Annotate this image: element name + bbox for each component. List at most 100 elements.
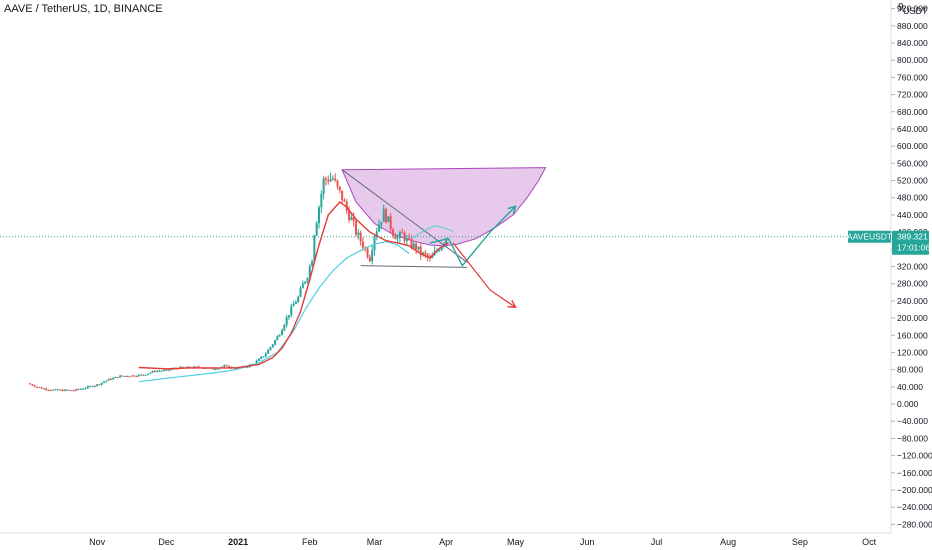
currency-label: USDT xyxy=(903,6,928,16)
candle-body xyxy=(391,229,394,236)
candle-body xyxy=(396,237,399,240)
candle-body xyxy=(327,179,330,182)
price-tick-label: 160.000 xyxy=(897,330,928,340)
countdown-label: 17:01:06 xyxy=(897,243,930,253)
candle-body xyxy=(227,365,230,368)
candle-body xyxy=(431,255,434,259)
candle-body xyxy=(225,365,228,367)
cup-shape xyxy=(341,167,547,247)
candle-body xyxy=(114,376,117,378)
candle-body xyxy=(170,369,173,371)
candle-body xyxy=(385,208,388,223)
candle-body xyxy=(105,380,108,382)
candle-body xyxy=(331,178,334,180)
scale-badge[interactable]: 9 xyxy=(898,2,904,13)
candle-body xyxy=(140,374,143,376)
candle-body xyxy=(387,216,390,223)
price-tick-label: −40.000 xyxy=(897,416,928,426)
candle-body xyxy=(398,232,401,238)
candle-body xyxy=(426,254,429,258)
time-tick-label: Apr xyxy=(439,537,453,547)
projection-down-path xyxy=(452,242,516,308)
candle-body xyxy=(366,248,369,257)
candle-body xyxy=(216,368,219,370)
candle-body xyxy=(389,216,392,230)
candle-body xyxy=(96,384,99,386)
candle-body xyxy=(135,376,138,378)
price-tick-label: 120.000 xyxy=(897,347,928,357)
arrow-down-head xyxy=(507,299,517,309)
time-tick-label: May xyxy=(507,537,525,547)
cup-pattern xyxy=(341,167,547,247)
candle-body xyxy=(40,387,43,389)
price-tick-label: 520.000 xyxy=(897,176,928,186)
candle-body xyxy=(338,186,341,191)
candle-body xyxy=(315,223,318,236)
candle-body xyxy=(213,369,216,371)
candle-body xyxy=(186,366,189,368)
time-tick-label: Dec xyxy=(158,537,175,547)
price-tick-label: −240.000 xyxy=(897,502,932,512)
candle-body xyxy=(297,296,300,302)
candle-body xyxy=(301,283,304,289)
candle-body xyxy=(33,385,36,387)
candle-body xyxy=(292,303,295,307)
candle-body xyxy=(84,388,87,390)
time-axis[interactable]: Nov Dec 2021 Feb Mar Apr May Jun Jul Aug Sep Oct xyxy=(0,532,891,547)
time-tick-label: Sep xyxy=(792,537,808,547)
candle-body xyxy=(262,356,265,358)
candle-body xyxy=(380,221,383,225)
candle-body xyxy=(290,306,293,316)
price-tick-label: 320.000 xyxy=(897,262,928,272)
candle-body xyxy=(103,381,106,383)
candle-body xyxy=(371,250,374,262)
candle-body xyxy=(281,330,284,336)
candle-body xyxy=(419,246,422,256)
candle-body xyxy=(336,180,339,187)
price-tick-label: −80.000 xyxy=(897,433,928,443)
candle-body xyxy=(156,370,159,372)
candle-body xyxy=(89,386,92,388)
candle-body xyxy=(313,235,316,262)
candle-body xyxy=(294,301,297,304)
candle-body xyxy=(181,366,184,368)
candle-body xyxy=(440,246,443,251)
time-tick-label: 2021 xyxy=(228,537,248,547)
candle-body xyxy=(177,368,179,370)
candle-body xyxy=(144,374,147,376)
candle-body xyxy=(116,376,119,378)
candle-body xyxy=(79,388,82,390)
candle-body xyxy=(350,217,353,220)
price-tick-label: 0.000 xyxy=(897,399,919,409)
candle-body xyxy=(109,378,112,380)
candle-body xyxy=(255,360,258,365)
symbol-tag-bg xyxy=(848,230,891,243)
candle-body xyxy=(107,378,110,381)
candle-body xyxy=(299,288,302,297)
price-axis[interactable]: 920.000 880.000 840.000 800.000 760.000 720.0… xyxy=(890,0,932,533)
candle-body xyxy=(368,256,371,262)
candle-body xyxy=(322,178,325,194)
candle-body xyxy=(195,366,198,368)
candle-body xyxy=(271,344,274,348)
candle-body xyxy=(378,224,381,232)
price-tick-label: −280.000 xyxy=(897,519,932,529)
candle-body xyxy=(93,385,96,387)
arrow-up-head xyxy=(507,205,517,215)
candle-body xyxy=(260,356,263,359)
candle-body xyxy=(394,235,397,240)
time-tick-label: Jul xyxy=(651,537,663,547)
candle-body xyxy=(31,384,34,386)
price-tick-label: 800.000 xyxy=(897,55,928,65)
time-tick-label: Jun xyxy=(580,537,595,547)
candle-body xyxy=(126,375,129,377)
candle-body xyxy=(276,336,279,341)
time-tick-label: Mar xyxy=(367,537,383,547)
symbol-tag: AAVEUSDT xyxy=(847,232,892,242)
candle-body xyxy=(410,238,413,248)
candle-body xyxy=(160,370,163,372)
candle-body xyxy=(47,389,50,391)
candle-body xyxy=(52,389,55,391)
candle-body xyxy=(324,178,327,180)
